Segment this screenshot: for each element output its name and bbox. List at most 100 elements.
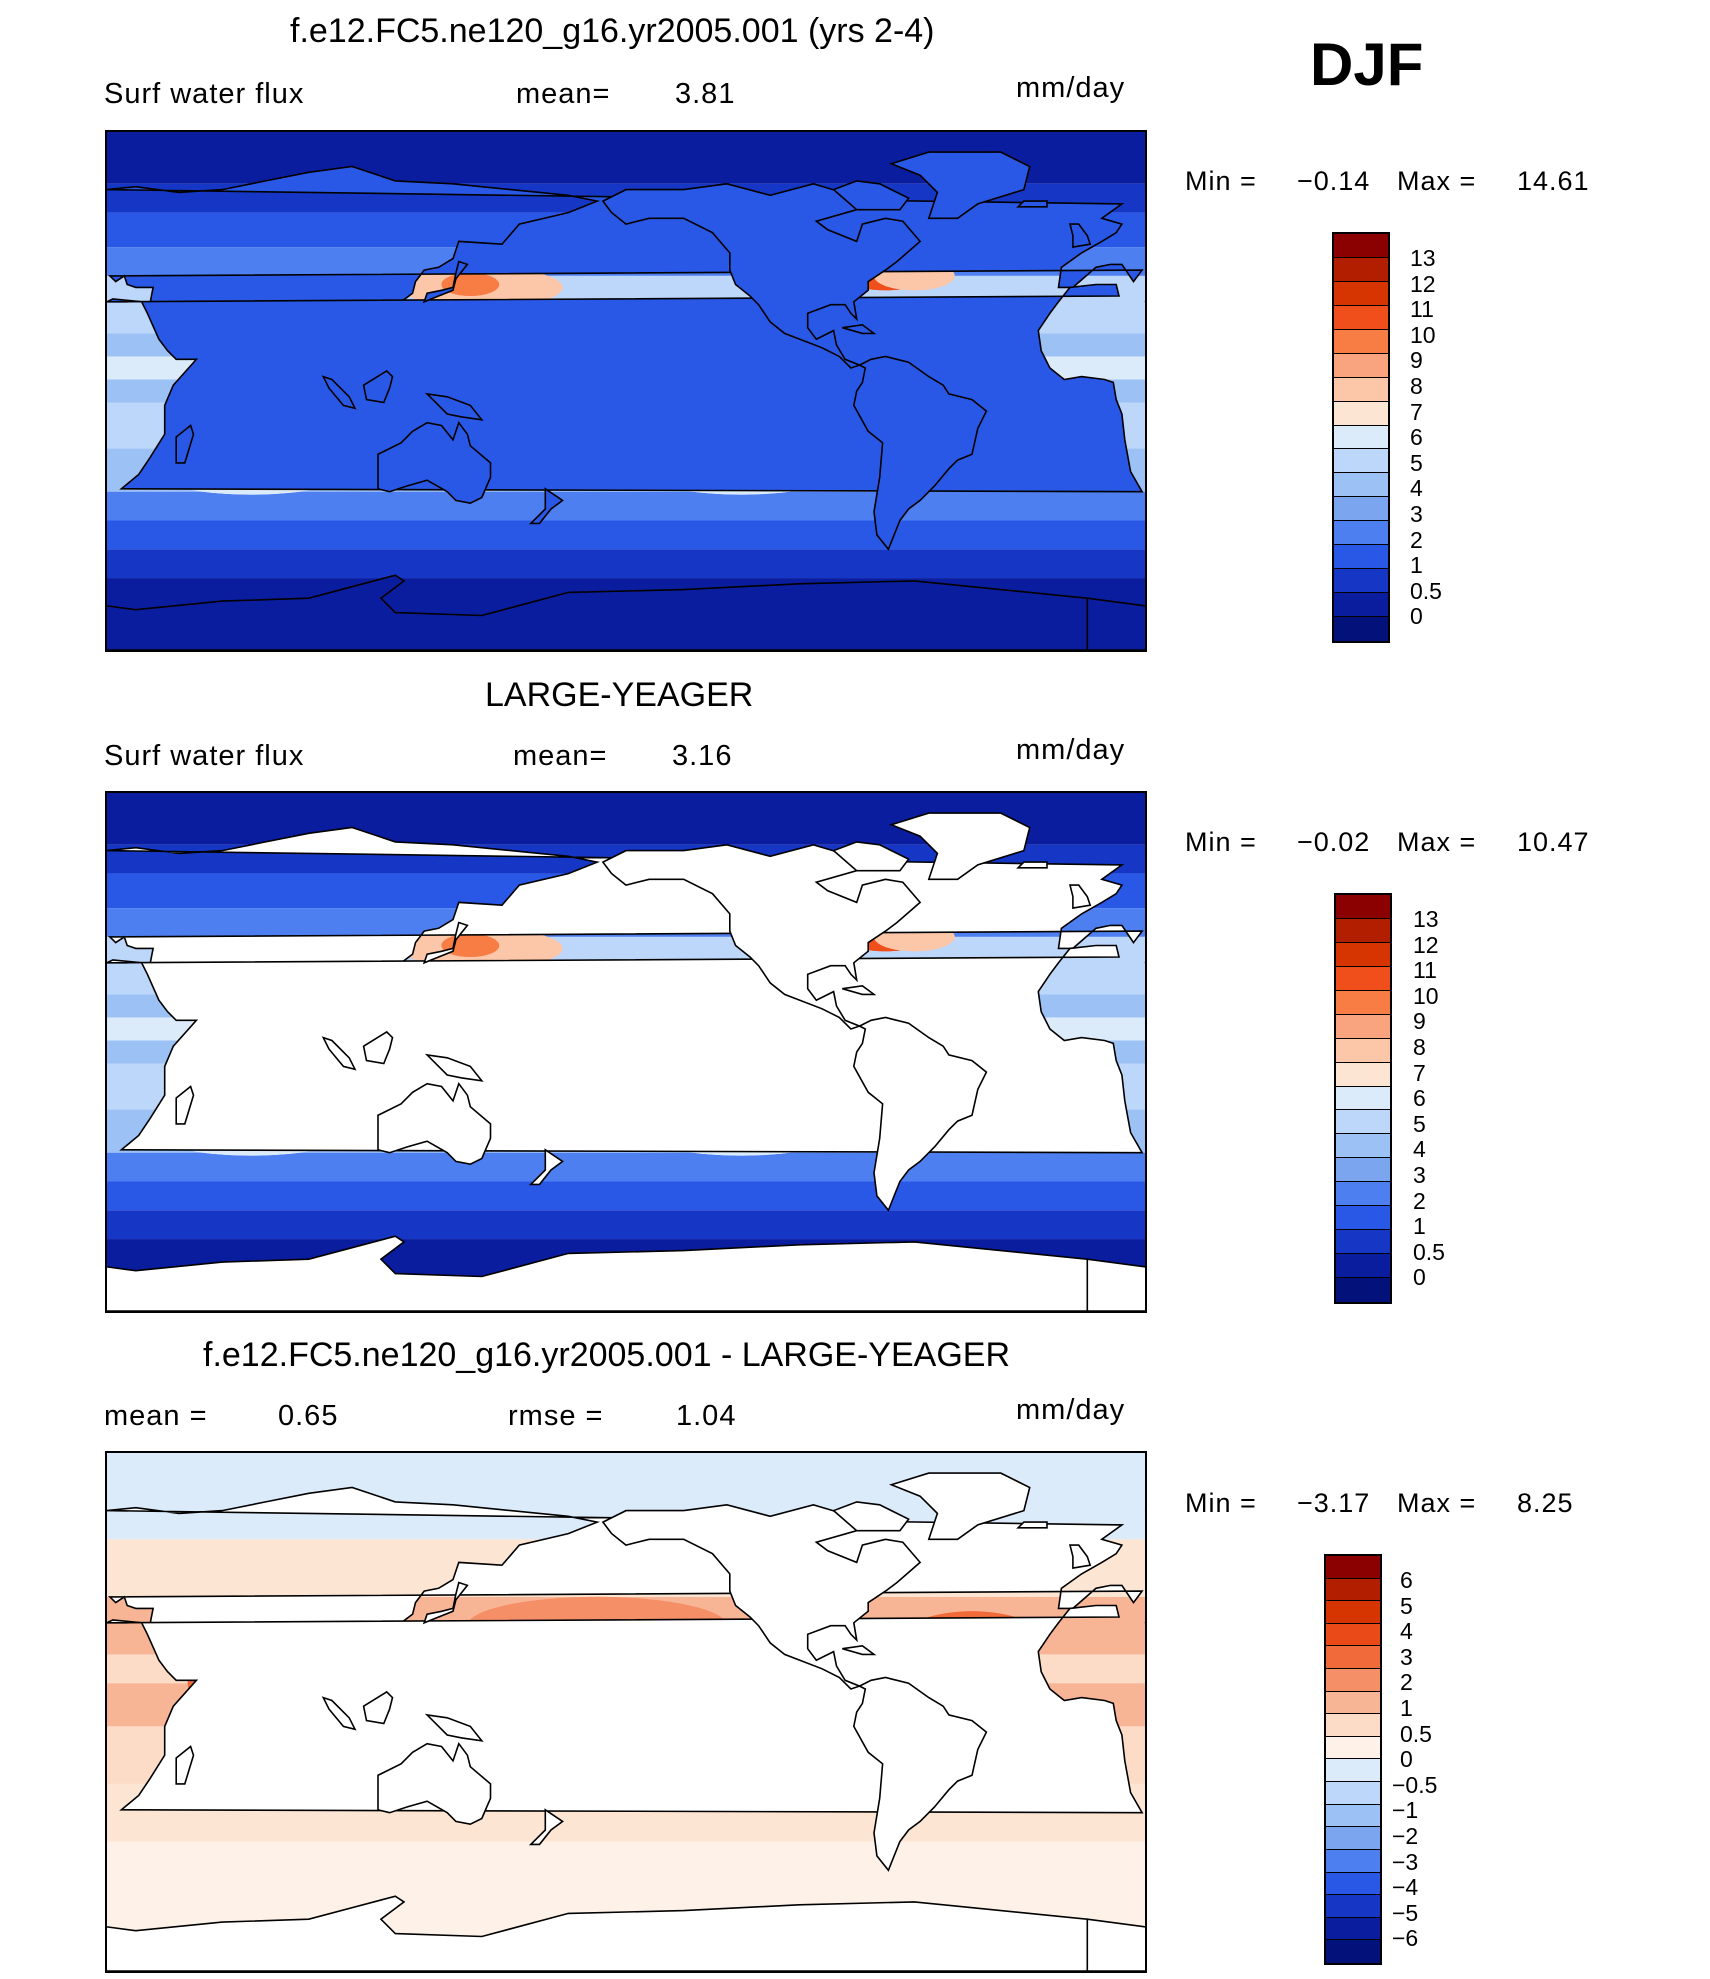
land-uk bbox=[1068, 223, 1092, 249]
min-label: Min = bbox=[1185, 827, 1257, 857]
colorbar-tick-label: 13 bbox=[1410, 245, 1436, 271]
min-value: −0.14 bbox=[1297, 166, 1371, 196]
colorbar-tick-label: 9 bbox=[1410, 347, 1423, 374]
colorbar-tick-label: 7 bbox=[1413, 1059, 1426, 1086]
land-africa bbox=[107, 1604, 1144, 1814]
land-iceland bbox=[1016, 861, 1048, 869]
land-sumatra bbox=[321, 1036, 357, 1071]
colorbar-tick-label: −3 bbox=[1392, 1848, 1419, 1875]
land-namerica bbox=[601, 182, 922, 369]
colorbar-segment bbox=[1334, 569, 1388, 594]
field-anomaly bbox=[441, 934, 500, 958]
colorbar-segment bbox=[1326, 1601, 1380, 1624]
land-borneo bbox=[362, 369, 394, 404]
min-label: Min = bbox=[1185, 166, 1257, 196]
land-cuba bbox=[842, 323, 877, 335]
colorbar-tick-label: 1 bbox=[1413, 1213, 1426, 1240]
colorbar-segment bbox=[1334, 377, 1388, 402]
units-label: mm/day bbox=[1016, 1394, 1126, 1426]
land-australia bbox=[377, 1082, 492, 1166]
colorbar-tick-label: 7 bbox=[1410, 398, 1423, 425]
land-japan bbox=[422, 1581, 469, 1625]
land-japan bbox=[422, 921, 469, 965]
colorbar-segment bbox=[1336, 1086, 1390, 1111]
colorbar-segment bbox=[1336, 1206, 1390, 1231]
colorbar-tick-label: 0 bbox=[1413, 1264, 1426, 1291]
map-canvas bbox=[107, 1453, 1145, 1971]
land-iceland bbox=[1016, 1521, 1048, 1529]
colorbar-segment bbox=[1334, 329, 1388, 354]
colorbar-segment bbox=[1326, 1872, 1380, 1896]
ocean-band bbox=[107, 520, 1145, 550]
colorbar-tick-label: −1 bbox=[1392, 1797, 1419, 1824]
colorbar-segment bbox=[1326, 1736, 1380, 1760]
land-madagascar bbox=[175, 424, 195, 464]
colorbar-tick-label: −5 bbox=[1392, 1899, 1419, 1926]
colorbar-segment bbox=[1336, 1134, 1390, 1159]
colorbar-tick-label: 3 bbox=[1400, 1643, 1413, 1670]
colorbar-segment bbox=[1326, 1895, 1380, 1918]
max-label: Max = bbox=[1397, 166, 1477, 196]
land-newguinea bbox=[424, 1053, 484, 1082]
colorbar-tick-label: 2 bbox=[1400, 1669, 1413, 1696]
panel-title: LARGE-YEAGER bbox=[485, 676, 754, 714]
colorbar-segment bbox=[1326, 1759, 1380, 1783]
colorbar-segment bbox=[1326, 1691, 1380, 1715]
colorbar-tick-label: −2 bbox=[1392, 1823, 1419, 1849]
min-value: −3.17 bbox=[1297, 1488, 1371, 1518]
land-cuba bbox=[842, 984, 877, 996]
colorbar-segment bbox=[1334, 593, 1388, 617]
colorbar-tick-label: 9 bbox=[1413, 1008, 1426, 1035]
colorbar-tick-label: 13 bbox=[1413, 906, 1439, 932]
land-greenland bbox=[888, 812, 1031, 881]
variable-label: Surf water flux bbox=[104, 78, 305, 110]
colorbar-segment bbox=[1334, 234, 1388, 258]
colorbar-tick-label: 2 bbox=[1410, 526, 1423, 553]
colorbar-tick-label: 11 bbox=[1413, 957, 1437, 984]
colorbar-tick-label: 8 bbox=[1410, 373, 1423, 399]
colorbar-segment bbox=[1334, 545, 1388, 570]
mean-value: 0.65 bbox=[278, 1400, 339, 1432]
land-newguinea bbox=[424, 392, 484, 421]
world-map-model bbox=[105, 130, 1147, 652]
land-samerica bbox=[852, 1016, 988, 1212]
max-value: 10.47 bbox=[1517, 827, 1590, 857]
max-value: 8.25 bbox=[1517, 1488, 1574, 1518]
colorbar-tick-label: −6 bbox=[1392, 1925, 1419, 1952]
colorbar-segment bbox=[1326, 1782, 1380, 1805]
land-sumatra bbox=[321, 1696, 357, 1731]
colorbar-segment bbox=[1326, 1940, 1380, 1963]
world-map-obs bbox=[105, 791, 1147, 1313]
colorbar-tick-label: 10 bbox=[1413, 982, 1439, 1009]
colorbar-segment bbox=[1336, 1110, 1390, 1135]
land-nz bbox=[528, 1808, 564, 1846]
land-samerica bbox=[852, 355, 988, 551]
colorbar-segment bbox=[1326, 1646, 1380, 1670]
land-africa bbox=[107, 283, 1144, 493]
map-canvas bbox=[107, 793, 1145, 1311]
land-madagascar bbox=[175, 1745, 195, 1785]
rmse-value: 1.04 bbox=[676, 1400, 737, 1432]
land-greenland bbox=[888, 151, 1031, 220]
colorbar-segment bbox=[1336, 1014, 1390, 1039]
colorbar-segment bbox=[1326, 1827, 1380, 1850]
colorbar-tick-label: 2 bbox=[1413, 1187, 1426, 1214]
max-label: Max = bbox=[1397, 827, 1477, 857]
colorbar-tick-label: 4 bbox=[1400, 1618, 1413, 1645]
colorbar-tick-label: 4 bbox=[1410, 475, 1423, 502]
units-label: mm/day bbox=[1016, 72, 1126, 104]
colorbar-segment bbox=[1336, 1182, 1390, 1207]
colorbar-segment bbox=[1336, 918, 1390, 943]
colorbar-tick-label: 4 bbox=[1413, 1136, 1426, 1163]
land-nz bbox=[528, 487, 564, 525]
land-samerica bbox=[852, 1676, 988, 1872]
land-borneo bbox=[362, 1690, 394, 1725]
colorbar-segment bbox=[1334, 617, 1388, 641]
colorbar-tick-label: 1 bbox=[1400, 1695, 1413, 1721]
colorbar-segment bbox=[1336, 966, 1390, 991]
colorbar-segment bbox=[1334, 305, 1388, 330]
colorbar-segment bbox=[1334, 449, 1388, 474]
colorbar-tick-label: 0 bbox=[1410, 603, 1423, 630]
mean-label: mean= bbox=[513, 740, 608, 772]
max-label: Max = bbox=[1397, 1488, 1477, 1518]
